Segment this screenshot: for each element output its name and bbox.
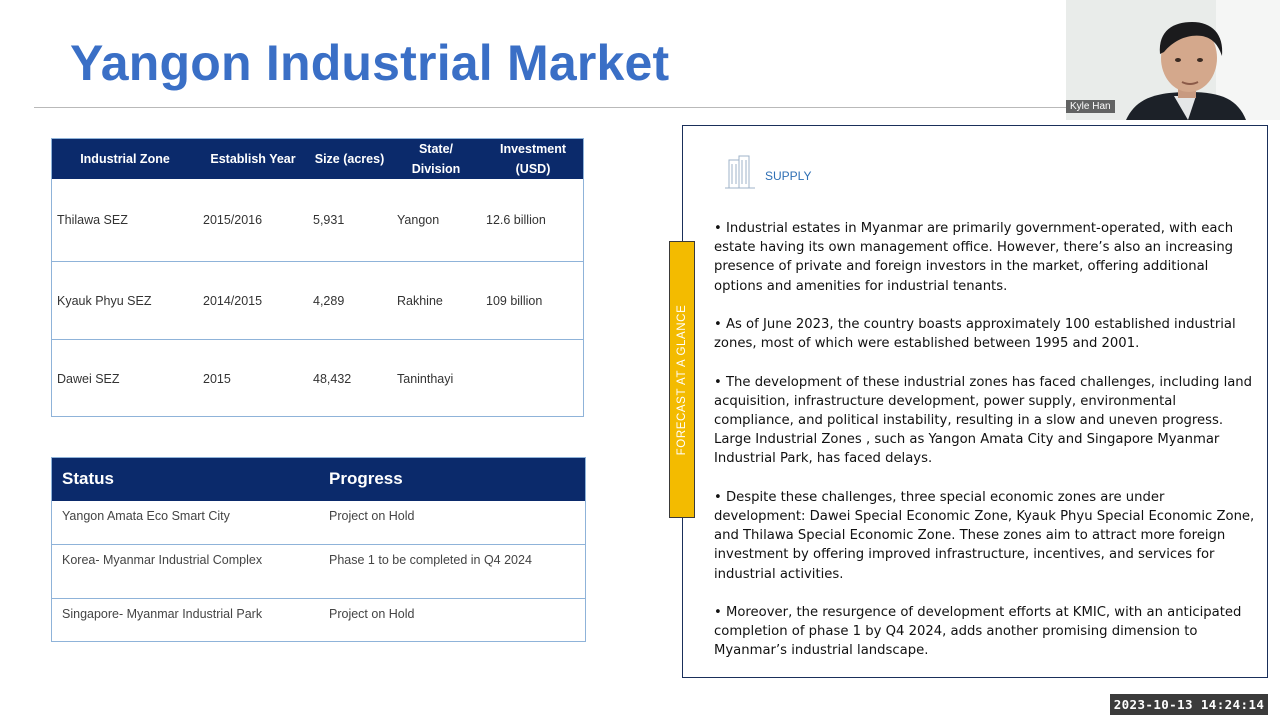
bullet-item: • The development of these industrial zo… (714, 374, 1253, 467)
recording-timestamp: 2023-10-13 14:24:14 (1110, 694, 1268, 715)
table-row: Dawei SEZ 2015 48,432 Taninthayi (52, 339, 583, 417)
cell-year: 2015/2016 (203, 213, 263, 227)
cell-state: Rakhine (397, 294, 443, 308)
cell-state: Yangon (397, 213, 440, 227)
zones-table-header: Industrial Zone Establish Year Size (acr… (52, 139, 583, 179)
cell-size: 5,931 (313, 213, 345, 227)
side-tab-label: FORECAST AT A GLANCE (676, 304, 688, 455)
cell-status: Yangon Amata Eco Smart City (62, 509, 230, 523)
bullet-item: • Industrial estates in Myanmar are prim… (714, 221, 1234, 294)
participant-video-tile[interactable] (1066, 0, 1280, 120)
bullet-item: • Despite these challenges, three specia… (714, 489, 1255, 582)
cell-status: Korea- Myanmar Industrial Complex (62, 553, 263, 567)
supply-bullet-list: • Industrial estates in Myanmar are prim… (714, 219, 1259, 661)
cell-investment: 12.6 billion (486, 213, 546, 227)
cell-state: Taninthayi (397, 371, 454, 386)
cell-progress: Project on Hold (329, 509, 415, 523)
table-row: Korea- Myanmar Industrial Complex Phase … (52, 544, 585, 599)
cell-progress: Project on Hold (329, 607, 415, 621)
cell-year: 2015 (203, 371, 231, 386)
header-status: Status (62, 469, 114, 488)
status-table-header: Status Progress (52, 458, 585, 501)
cell-status: Singapore- Myanmar Industrial Park (62, 607, 263, 621)
header-state-division: State/ Division (411, 142, 461, 176)
cell-zone: Thilawa SEZ (57, 213, 128, 227)
cell-size: 48,432 (313, 371, 352, 386)
header-industrial-zone: Industrial Zone (80, 152, 170, 166)
header-progress: Progress (329, 469, 403, 488)
industrial-zones-table: Industrial Zone Establish Year Size (acr… (51, 138, 584, 417)
cell-investment: 109 billion (486, 294, 543, 308)
table-row: Thilawa SEZ 2015/2016 5,931 Yangon 12.6 … (52, 179, 583, 261)
participant-name-label: Kyle Han (1066, 100, 1115, 113)
supply-panel: SUPPLY • Industrial estates in Myanmar a… (682, 125, 1268, 678)
table-row: Singapore- Myanmar Industrial Park Proje… (52, 598, 585, 642)
cell-progress: Phase 1 to be completed in Q4 2024 (329, 553, 532, 567)
title-divider (34, 107, 1074, 108)
bullet-item: • Moreover, the resurgence of developmen… (714, 605, 1242, 659)
header-size: Size (acres) (314, 152, 385, 166)
supply-label: SUPPLY (765, 169, 812, 183)
cell-zone: Kyauk Phyu SEZ (57, 294, 152, 308)
header-establish-year: Establish Year (210, 152, 296, 166)
table-row: Kyauk Phyu SEZ 2014/2015 4,289 Rakhine 1… (52, 261, 583, 340)
cell-size: 4,289 (313, 294, 345, 308)
forecast-side-tab: FORECAST AT A GLANCE (669, 241, 695, 518)
header-investment: Investment (USD) (500, 142, 566, 176)
cell-year: 2014/2015 (203, 294, 263, 308)
project-status-table: Status Progress Yangon Amata Eco Smart C… (51, 457, 586, 642)
cell-zone: Dawei SEZ (57, 371, 120, 386)
bullet-item: • As of June 2023, the country boasts ap… (714, 317, 1236, 352)
buildings-icon (725, 155, 755, 189)
table-row: Yangon Amata Eco Smart City Project on H… (52, 501, 585, 544)
slide-title: Yangon Industrial Market (70, 35, 670, 91)
